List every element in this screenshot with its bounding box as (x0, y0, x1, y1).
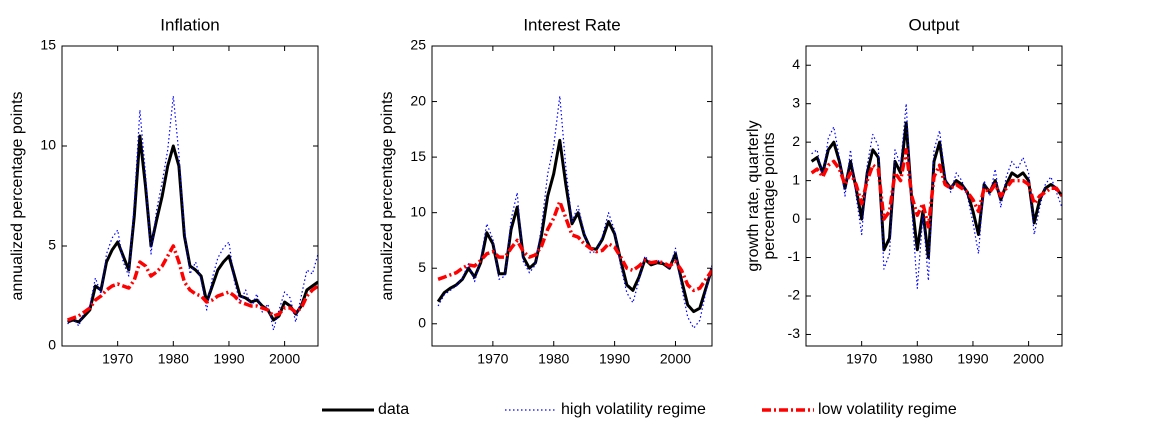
x-tick-label: 1970 (477, 351, 508, 367)
y-tick-label: 25 (410, 37, 426, 53)
y-tick-label: 5 (48, 237, 56, 253)
series-line (810, 121, 1062, 259)
plot-area (67, 95, 318, 331)
y-tick-label: 10 (40, 137, 56, 153)
y-tick-label: 0 (418, 314, 426, 330)
series-line (811, 103, 1062, 289)
x-tick-label: 2000 (269, 351, 300, 367)
y-tick-label: -3 (788, 325, 801, 341)
x-tick-label: 1970 (102, 351, 133, 367)
y-tick-label: 4 (792, 56, 800, 72)
plot-area (436, 95, 712, 329)
y-tick-label: -2 (788, 287, 801, 303)
chart-title: Output (908, 15, 959, 34)
series-line (437, 95, 712, 329)
y-axis-label: percentage points (761, 132, 778, 259)
legend-label: low volatility regime (818, 401, 957, 418)
y-tick-label: 2 (792, 133, 800, 149)
x-tick-label: 1980 (902, 351, 933, 367)
series-line (67, 95, 318, 331)
y-tick-label: 15 (410, 148, 426, 164)
series-line (436, 138, 712, 314)
x-tick-label: 1990 (957, 351, 988, 367)
axes-frame (805, 45, 1063, 347)
x-tick-label: 1970 (846, 351, 877, 367)
x-tick-label: 1980 (538, 351, 569, 367)
y-tick-label: -1 (788, 248, 801, 264)
y-tick-label: 0 (48, 337, 56, 353)
y-tick-label: 5 (418, 259, 426, 275)
series-line (67, 244, 318, 322)
legend-label: data (378, 401, 409, 418)
y-tick-label: 15 (40, 37, 56, 53)
legend-label: high volatility regime (561, 401, 706, 418)
chart-title: Inflation (160, 15, 220, 34)
y-tick-label: 3 (792, 94, 800, 110)
y-axis-label: growth rate, quarterly (745, 120, 762, 271)
x-tick-label: 2000 (660, 351, 691, 367)
x-tick-label: 1980 (158, 351, 189, 367)
plot-area (810, 103, 1062, 289)
y-tick-label: 0 (792, 210, 800, 226)
y-axis-label: annualized percentage points (379, 91, 396, 300)
x-tick-label: 1990 (599, 351, 630, 367)
axes-frame (61, 45, 319, 347)
axes-frame (431, 45, 713, 347)
y-axis-label: annualized percentage points (9, 91, 26, 300)
series-line (437, 199, 712, 293)
y-tick-label: 20 (410, 92, 426, 108)
x-tick-label: 1990 (213, 351, 244, 367)
chart-title: Interest Rate (523, 15, 620, 34)
y-tick-label: 1 (792, 171, 800, 187)
series-line (810, 148, 1062, 229)
x-tick-label: 2000 (1013, 351, 1044, 367)
y-tick-label: 10 (410, 203, 426, 219)
